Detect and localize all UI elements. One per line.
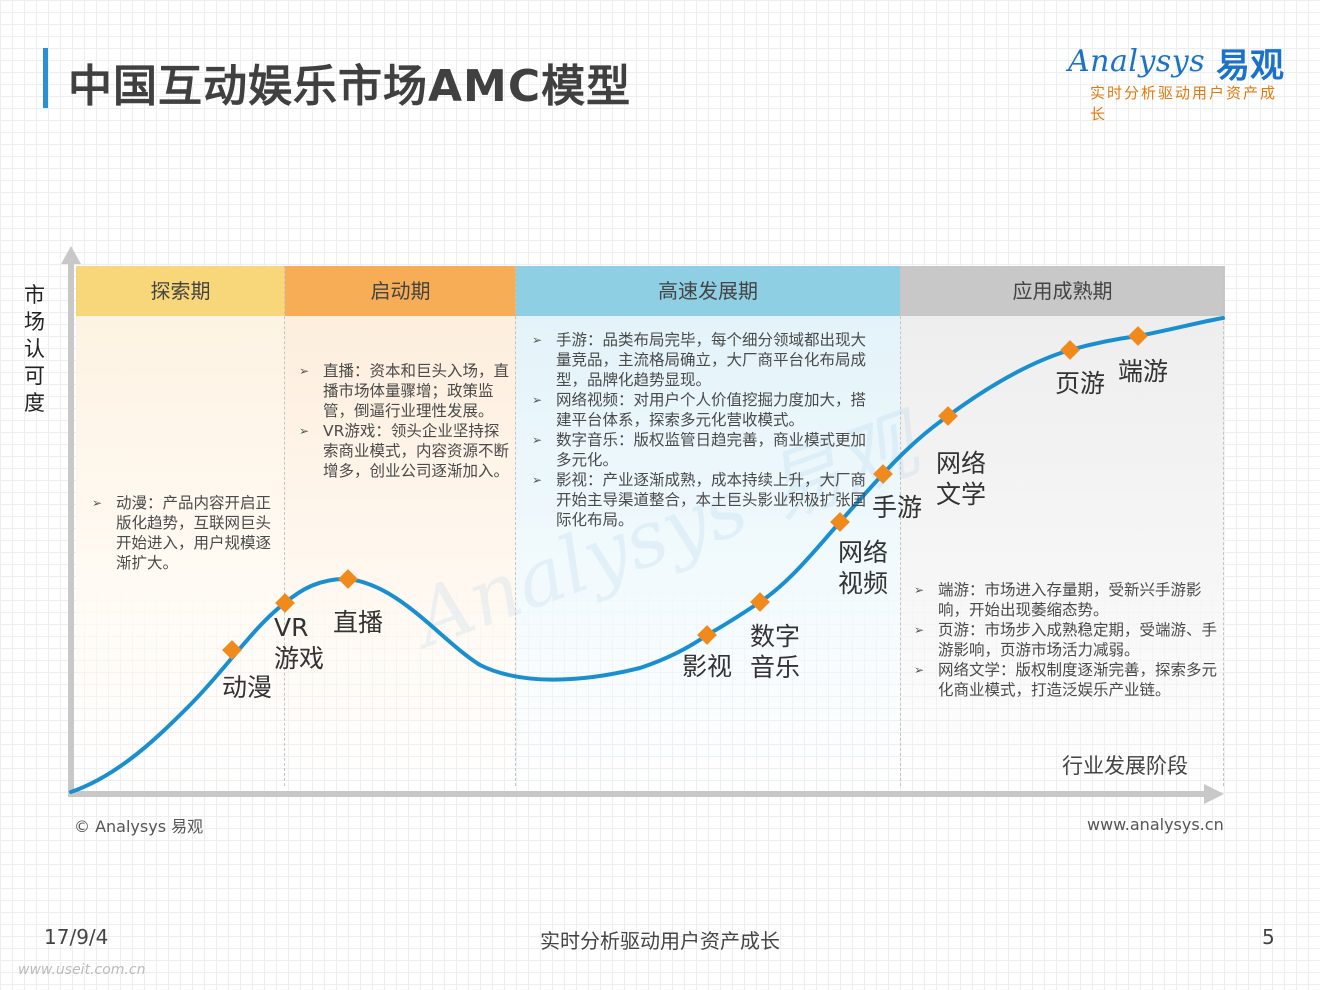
stage-background: [516, 316, 900, 786]
stage-notes-startup: ➢ 直播：资本和巨头入场，直播市场体量骤增；政策监管，倒逼行业理性发展。 ➢ VR游…: [299, 361, 509, 481]
stage-divider: [1223, 266, 1224, 786]
stage-rapid-growth: 高速发展期: [516, 266, 900, 786]
bullet-arrow-icon: ➢: [532, 333, 543, 347]
stage-background: [285, 316, 516, 786]
note-text: 网络视频：对用户个人价值挖掘力度加大，搭建平台体系，探索多元化营收模式。: [556, 391, 867, 429]
milestone-marker-pc-game: [1128, 326, 1148, 346]
bullet-arrow-icon: ➢: [532, 473, 543, 487]
milestone-label-pc-game: 端游: [1118, 357, 1169, 386]
stage-maturity: 应用成熟期: [900, 266, 1225, 786]
stage-background: [900, 316, 1225, 786]
bullet-arrow-icon: ➢: [299, 364, 310, 378]
note-text: 手游：品类布局完毕，每个细分领域都出现大量竞品，主流格局确立，大厂商平台化布局成…: [556, 331, 867, 389]
milestone-label-film: 影视: [682, 652, 733, 681]
milestone-label-video: 网络 视频: [838, 538, 889, 598]
website-text: www.analysys.cn: [1087, 815, 1224, 834]
note-text: 影视：产业逐渐成熟，成本持续上升，大厂商开始主导渠道整合，本土巨头影业积极扩张国…: [556, 471, 867, 529]
x-axis-label: 行业发展阶段: [1062, 754, 1188, 778]
bullet-arrow-icon: ➢: [92, 496, 103, 510]
note-item: ➢ 影视：产业逐渐成熟，成本持续上升，大厂商开始主导渠道整合，本土巨头影业积极扩张…: [532, 470, 874, 530]
bullet-arrow-icon: ➢: [914, 583, 925, 597]
note-item: ➢ 数字音乐：版权监管日趋完善，商业模式更加多元化。: [532, 430, 874, 470]
note-text: 网络文学：版权制度逐渐完善，探索多元化商业模式，打造泛娱乐产业链。: [938, 661, 1218, 699]
stage-header: 应用成熟期: [900, 266, 1225, 316]
milestone-label-literature: 网络 文学: [936, 449, 987, 509]
stage-notes-rapid-growth: ➢ 手游：品类布局完毕，每个细分领域都出现大量竞品，主流格局确立，大厂商平台化布局…: [532, 330, 874, 530]
page-title: 中国互动娱乐市场AMC模型: [68, 61, 632, 112]
milestone-marker-film: [697, 625, 717, 645]
milestone-marker-mobile-game: [873, 464, 893, 484]
stage-divider: [900, 266, 901, 786]
note-text: VR游戏：领头企业坚持探索商业模式，内容资源不断增多，创业公司逐渐加入。: [323, 422, 510, 480]
milestone-markers: [222, 326, 1148, 660]
logo-english: Analysys: [1068, 44, 1206, 79]
stage-startup: 启动期: [285, 266, 516, 786]
milestone-label-web-game: 页游: [1055, 369, 1106, 398]
logo-chinese: 易观: [1216, 46, 1284, 86]
milestone-label-vr-game: VR 游戏: [274, 613, 325, 673]
bullet-arrow-icon: ➢: [299, 424, 310, 438]
milestone-marker-web-game: [1060, 340, 1080, 360]
site-watermark: www.useit.com.cn: [18, 962, 146, 978]
stage-header: 启动期: [285, 266, 516, 316]
note-item: ➢ 网络视频：对用户个人价值挖掘力度加大，搭建平台体系，探索多元化营收模式。: [532, 390, 874, 430]
note-item: ➢ 端游：市场进入存量期，受新兴手游影响，开始出现萎缩态势。: [914, 580, 1220, 620]
milestone-marker-music: [750, 592, 770, 612]
stage-header: 高速发展期: [516, 266, 900, 316]
milestone-marker-live: [338, 569, 358, 589]
stage-header: 探索期: [76, 266, 285, 316]
stage-divider: [515, 266, 516, 786]
stage-background: [76, 316, 285, 786]
note-item: ➢ 手游：品类布局完毕，每个细分领域都出现大量竞品，主流格局确立，大厂商平台化布局…: [532, 330, 874, 390]
bullet-arrow-icon: ➢: [914, 663, 925, 677]
milestone-marker-anime: [222, 640, 242, 660]
stage-notes-maturity: ➢ 端游：市场进入存量期，受新兴手游影响，开始出现萎缩态势。 ➢ 页游：市场步入成熟…: [914, 580, 1220, 700]
note-text: 直播：资本和巨头入场，直播市场体量骤增；政策监管，倒逼行业理性发展。: [323, 362, 510, 420]
bullet-arrow-icon: ➢: [532, 433, 543, 447]
note-text: 端游：市场进入存量期，受新兴手游影响，开始出现萎缩态势。: [938, 581, 1202, 619]
bullet-arrow-icon: ➢: [914, 623, 925, 637]
stage-notes-exploration: ➢ 动漫：产品内容开启正版化趋势，互联网巨头开始进入，用户规模逐渐扩大。: [92, 493, 280, 573]
note-text: 动漫：产品内容开启正版化趋势，互联网巨头开始进入，用户规模逐渐扩大。: [116, 494, 272, 572]
logo-tagline: 实时分析驱动用户资产成长: [1090, 84, 1278, 123]
footer-date: 17/9/4: [44, 925, 109, 949]
milestone-label-live: 直播: [333, 608, 384, 637]
milestone-label-mobile-game: 手游: [872, 493, 923, 522]
milestone-label-music: 数字 音乐: [750, 622, 801, 682]
page-number: 5: [1262, 925, 1275, 949]
milestone-marker-vr-game: [275, 593, 295, 613]
footer-center-text: 实时分析驱动用户资产成长: [540, 929, 780, 953]
note-item: ➢ 网络文学：版权制度逐渐完善，探索多元化商业模式，打造泛娱乐产业链。: [914, 660, 1220, 700]
note-item: ➢ 直播：资本和巨头入场，直播市场体量骤增；政策监管，倒逼行业理性发展。: [299, 361, 509, 421]
milestone-marker-literature: [938, 406, 958, 426]
stage-exploration: 探索期: [76, 266, 285, 786]
note-text: 数字音乐：版权监管日趋完善，商业模式更加多元化。: [556, 431, 867, 469]
bullet-arrow-icon: ➢: [532, 393, 543, 407]
milestone-label-anime: 动漫: [222, 673, 273, 702]
title-accent-bar: [43, 48, 48, 108]
y-axis-label: 市场认可度: [24, 283, 45, 415]
note-text: 页游：市场步入成熟稳定期，受端游、手游影响，页游市场活力减弱。: [938, 621, 1218, 659]
note-item: ➢ 动漫：产品内容开启正版化趋势，互联网巨头开始进入，用户规模逐渐扩大。: [92, 493, 280, 573]
y-axis: [61, 246, 81, 792]
copyright-text: © Analysys 易观: [74, 817, 204, 836]
milestone-marker-video: [830, 512, 850, 532]
stage-divider: [284, 266, 285, 786]
note-item: ➢ VR游戏：领头企业坚持探索商业模式，内容资源不断增多，创业公司逐渐加入。: [299, 421, 509, 481]
note-item: ➢ 页游：市场步入成熟稳定期，受端游、手游影响，页游市场活力减弱。: [914, 620, 1220, 660]
brand-logo: Analysys 易观 实时分析驱动用户资产成长: [1068, 44, 1284, 123]
x-axis: [68, 784, 1224, 804]
